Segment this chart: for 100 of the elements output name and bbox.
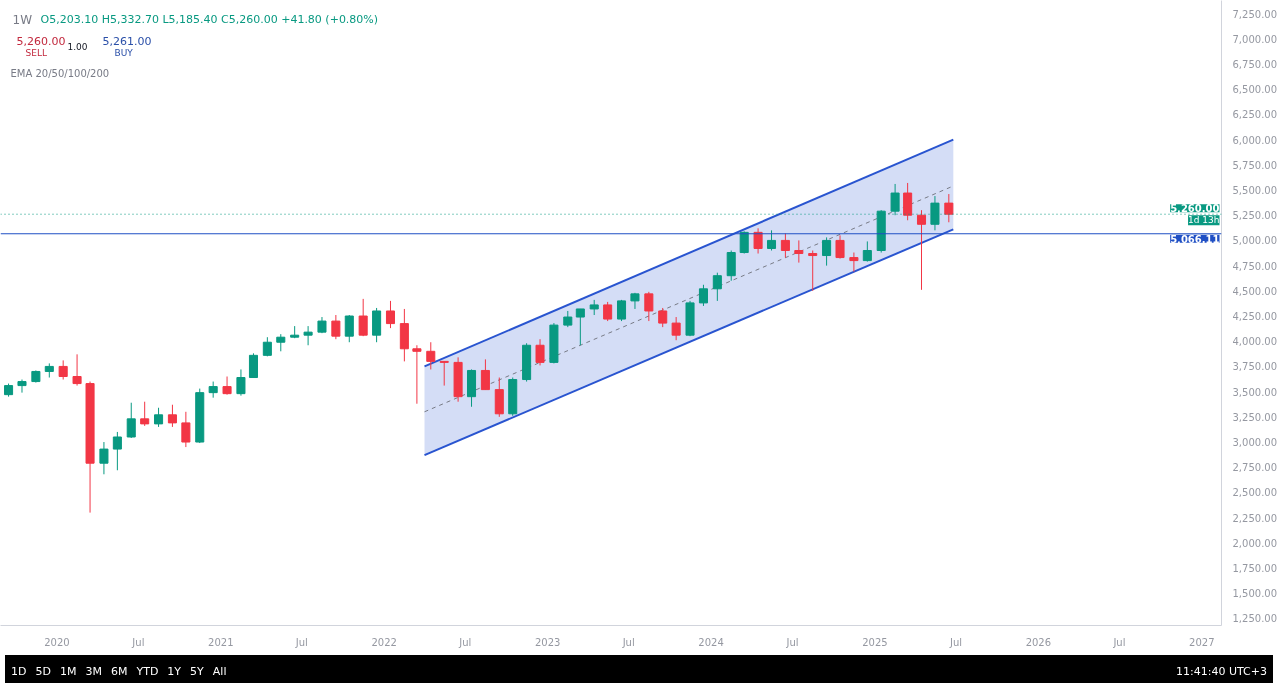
- x-tick-label: 2024: [698, 636, 724, 648]
- text: 6M: [110, 664, 128, 678]
- candlestick: [726, 250, 736, 282]
- annotation: 1d 13h: [1188, 215, 1220, 226]
- annotation: BUY: [114, 47, 134, 58]
- candlestick: [698, 284, 708, 307]
- text: 1Y: [167, 664, 182, 678]
- candlestick: [99, 441, 109, 475]
- x-tick-label: Jul: [948, 636, 963, 648]
- candlestick: [331, 314, 341, 340]
- x-tick-label: 2021: [208, 636, 234, 648]
- candlestick: [112, 431, 122, 471]
- y-tick-label: 3,750.00: [1232, 361, 1278, 373]
- x-tick-label: Jul: [621, 636, 635, 648]
- annotation: EMA 20/50/100/200: [10, 68, 110, 79]
- annotation: 5,261.00: [102, 34, 152, 48]
- y-tick-label: 5,250.00: [1232, 210, 1278, 222]
- y-tick-label: 3,250.00: [1232, 411, 1278, 423]
- x-tick-label: 2023: [534, 636, 561, 648]
- candlestick: [780, 232, 790, 259]
- y-tick-label: 3,500.00: [1232, 386, 1278, 398]
- text: 1W: [12, 12, 33, 27]
- y-tick-label: 2,750.00: [1232, 462, 1278, 474]
- y-tick-label: 7,250.00: [1232, 8, 1278, 20]
- candlestick: [236, 368, 246, 397]
- y-tick-label: 4,250.00: [1232, 311, 1278, 323]
- y-tick-label: 1,250.00: [1232, 613, 1278, 625]
- candlestick: [439, 360, 449, 387]
- candlestick: [808, 250, 818, 292]
- candlestick: [862, 240, 872, 263]
- candlestick: [671, 316, 681, 341]
- candlestick: [739, 230, 749, 255]
- candlestick: [154, 407, 164, 428]
- y-tick-label: 4,000.00: [1232, 336, 1278, 348]
- text: 5D: [35, 664, 51, 678]
- candlestick: [794, 239, 804, 264]
- candlestick: [903, 182, 913, 221]
- candlestick: [344, 314, 354, 343]
- y-tick-label: 2,500.00: [1232, 487, 1278, 499]
- y-tick-label: 3,000.00: [1232, 437, 1278, 449]
- candlestick: [849, 252, 859, 273]
- y-tick-label: 5,000.00: [1232, 235, 1278, 247]
- y-tick-label: 1,500.00: [1232, 588, 1278, 600]
- y-tick-label: 6,000.00: [1232, 134, 1278, 146]
- candlestick: [658, 307, 668, 328]
- ref-line-label: 5,066.11: [1170, 233, 1220, 245]
- candlestick: [140, 401, 150, 427]
- y-tick-label: 6,750.00: [1232, 59, 1278, 71]
- annotation: O5,203.10 H5,332.70 L5,185.40 C5,260.00 +41.80 (+0.80%): [40, 13, 379, 26]
- ref-line-label: 5,260.00: [1170, 203, 1220, 215]
- candlestick: [766, 229, 777, 251]
- candlestick: [248, 352, 259, 379]
- candlestick: [480, 358, 490, 391]
- y-tick-label: 5,500.00: [1232, 185, 1278, 197]
- candlestick: [944, 193, 954, 223]
- text: 11:41:40 UTC+3: [1176, 663, 1267, 680]
- candlestick: [603, 301, 613, 322]
- y-tick-label: 2,250.00: [1232, 512, 1278, 524]
- x-tick-label: 2027: [1189, 636, 1215, 648]
- y-tick-label: 5,750.00: [1232, 159, 1278, 171]
- candlestick: [835, 234, 845, 260]
- text: 3M: [85, 664, 102, 678]
- candlestick: [358, 298, 368, 337]
- annotation: 1.00: [67, 42, 88, 52]
- annotation: 5,260.00: [16, 34, 66, 48]
- candlestick: [644, 291, 654, 322]
- candlestick: [822, 236, 832, 267]
- text: 1M: [59, 664, 77, 678]
- y-tick-label: 7,000.00: [1232, 33, 1278, 45]
- x-tick-label: Jul: [1112, 636, 1126, 648]
- candlestick: [916, 209, 927, 291]
- candlestick: [17, 379, 27, 394]
- x-tick-label: 2020: [44, 636, 70, 648]
- x-tick-label: 2025: [862, 636, 888, 648]
- text: 1D: [11, 664, 27, 678]
- x-tick-label: 2022: [371, 636, 397, 648]
- text: All: [212, 664, 227, 678]
- x-tick-label: Jul: [785, 636, 799, 648]
- candlestick: [426, 341, 436, 370]
- candlestick: [385, 300, 396, 329]
- candlestick: [712, 272, 722, 302]
- text: YTD: [136, 664, 159, 678]
- candlestick: [575, 308, 585, 346]
- x-tick-label: 2026: [1025, 636, 1052, 648]
- candlestick: [303, 325, 313, 346]
- y-tick-label: 4,750.00: [1232, 260, 1278, 272]
- x-tick-label: Jul: [131, 636, 145, 648]
- annotation: SELL: [25, 47, 47, 58]
- candlestick: [126, 402, 136, 439]
- candlestick: [181, 411, 191, 448]
- text: 5Y: [190, 664, 204, 678]
- candlestick: [535, 338, 545, 366]
- candlestick: [72, 353, 82, 387]
- x-tick-label: Jul: [294, 636, 308, 648]
- candlestick: [753, 227, 763, 255]
- y-tick-label: 6,250.00: [1232, 109, 1278, 121]
- candlestick: [58, 359, 68, 381]
- y-tick-label: 1,750.00: [1232, 563, 1278, 575]
- candlestick: [167, 404, 177, 428]
- y-tick-label: 4,500.00: [1232, 285, 1278, 297]
